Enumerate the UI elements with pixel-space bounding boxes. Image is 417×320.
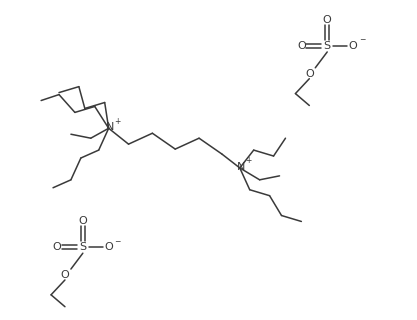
Text: O: O xyxy=(305,69,314,79)
Text: −: − xyxy=(359,36,365,44)
Text: S: S xyxy=(79,242,86,252)
Text: O: O xyxy=(349,41,357,51)
Text: S: S xyxy=(324,41,331,51)
Text: +: + xyxy=(114,117,121,126)
Text: N: N xyxy=(106,122,114,132)
Text: −: − xyxy=(114,237,121,246)
Text: +: + xyxy=(246,156,252,165)
Text: O: O xyxy=(78,216,87,227)
Text: O: O xyxy=(60,270,69,280)
Text: N: N xyxy=(236,162,245,172)
Text: O: O xyxy=(53,242,61,252)
Text: O: O xyxy=(104,242,113,252)
Text: O: O xyxy=(323,15,332,25)
Text: O: O xyxy=(297,41,306,51)
